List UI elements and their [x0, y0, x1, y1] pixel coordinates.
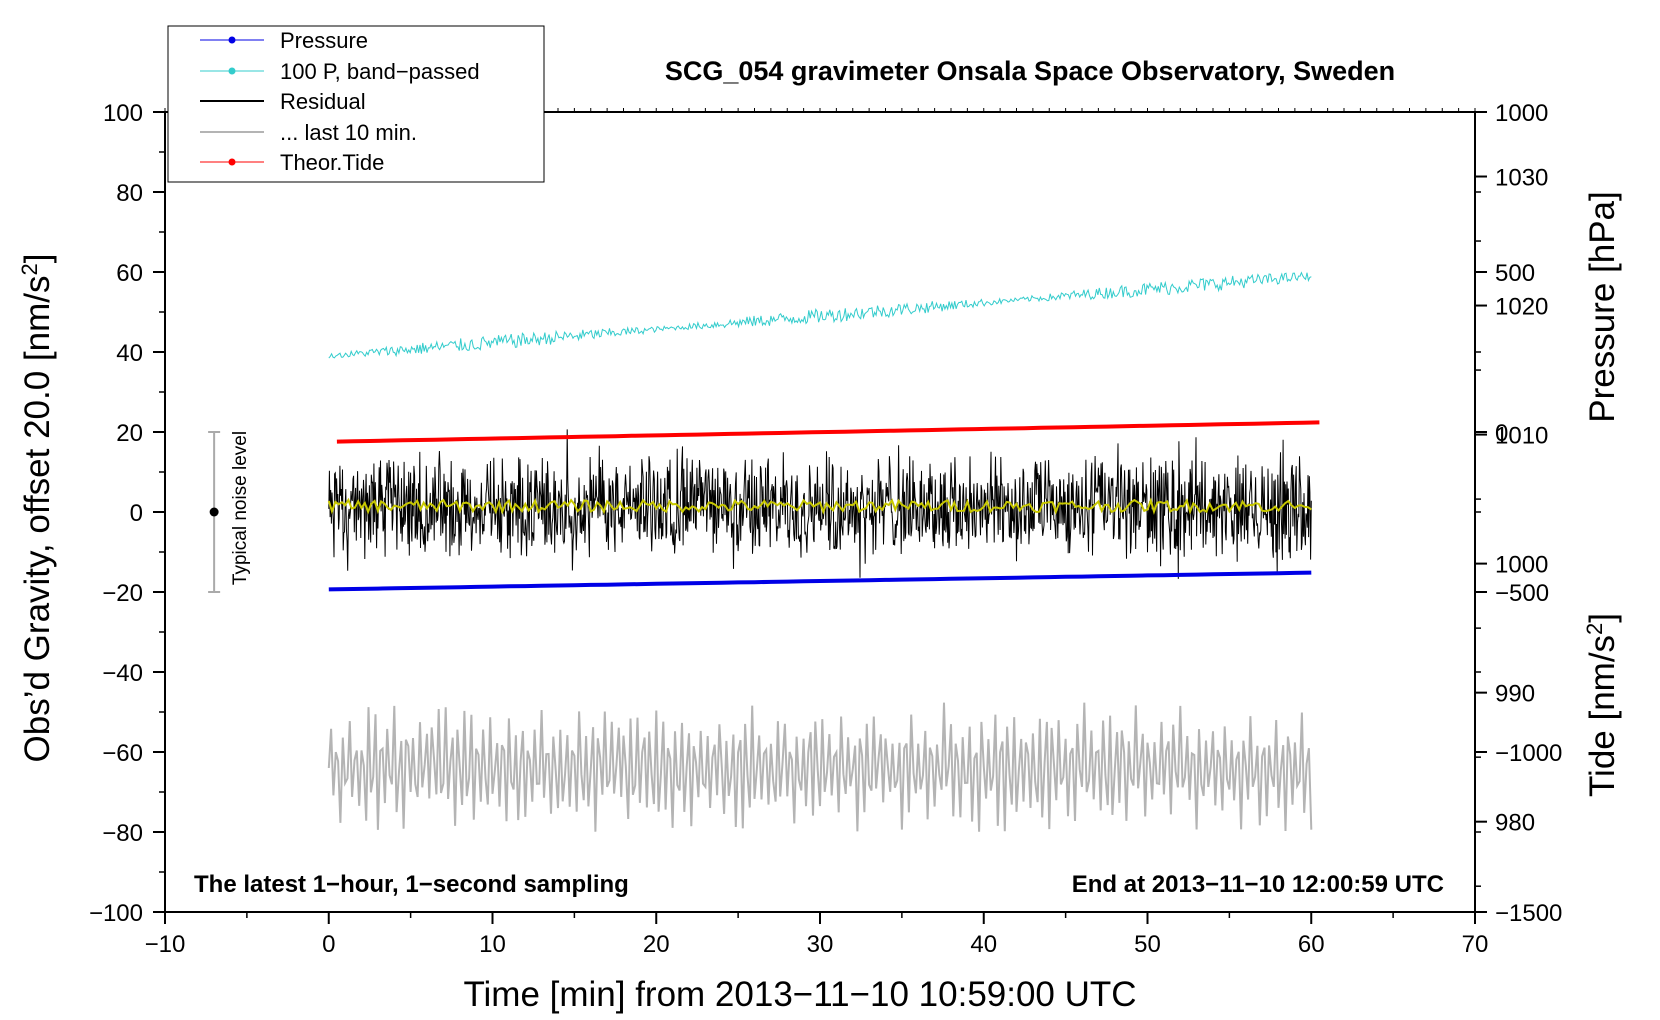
- y-axis-title-tide-text: Tide [nm/s: [1583, 635, 1622, 797]
- x-tick-label: −10: [145, 931, 186, 958]
- annotation-end-time: End at 2013−11−10 12:00:59 UTC: [1072, 871, 1444, 898]
- y-tick-label: 20: [116, 420, 143, 447]
- tide-tick-label: 0: [1495, 420, 1508, 447]
- legend-entry-band-passed: 100 P, band−passed: [200, 59, 480, 84]
- y-tick-label: 100: [103, 100, 143, 127]
- y-axis-title-gravity-sup: 2: [17, 263, 42, 275]
- pressure-tick-label: 980: [1495, 810, 1535, 837]
- y-axis-title-tide: Tide [nm/s2]: [1582, 613, 1623, 797]
- x-axis-title: Time [min] from 2013−11−10 10:59:00 UTC: [463, 975, 1136, 1014]
- legend-box: [167, 25, 545, 183]
- legend-label-pressure: Pressure: [280, 28, 368, 53]
- legend-entry-tide: Theor.Tide: [200, 150, 384, 175]
- pressure-tick-label: 1000: [1495, 552, 1548, 579]
- chart-title: SCG_054 gravimeter Onsala Space Observat…: [665, 56, 1395, 86]
- series-band-passed: [328, 271, 1312, 359]
- y-axis-title-tide-close: ]: [1583, 613, 1622, 623]
- legend-marker-band-passed: [228, 67, 236, 75]
- tide-tick-label: −1000: [1495, 740, 1562, 767]
- legend-entry-last10: ... last 10 min.: [200, 120, 417, 145]
- y-tick-label: −40: [102, 660, 143, 687]
- pressure-tick-label: 990: [1495, 681, 1535, 708]
- y-axis-title-gravity-close: ]: [18, 254, 57, 264]
- y-axis-title-gravity: Obs’d Gravity, offset 20.0 [nm/s2]: [17, 254, 58, 763]
- noise-label: Typical noise level: [230, 431, 251, 585]
- y-tick-label: 0: [130, 500, 143, 527]
- pressure-tick-label: 1020: [1495, 294, 1548, 321]
- y-axis-title-tide-sup: 2: [1582, 623, 1607, 635]
- annotation-sampling: The latest 1−hour, 1−second sampling: [194, 871, 629, 898]
- series-residual: [328, 429, 1312, 579]
- legend-label-last10: ... last 10 min.: [280, 120, 417, 145]
- y-tick-label: 40: [116, 340, 143, 367]
- legend-entry-pressure: Pressure: [200, 28, 368, 53]
- legend-marker-pressure: [228, 36, 236, 44]
- y-tick-label: −20: [102, 580, 143, 607]
- legend-marker-tide: [228, 158, 236, 166]
- y-tick-label: 60: [116, 260, 143, 287]
- legend: Pressure 100 P, band−passed Residual ...…: [167, 25, 545, 183]
- series-last-10-min: [327, 702, 1313, 832]
- tide-tick-label: 1000: [1495, 100, 1548, 127]
- tide-tick-label: 500: [1495, 260, 1535, 287]
- y-axis-title-gravity-text: Obs’d Gravity, offset 20.0 [nm/s: [18, 276, 57, 763]
- pressure-tick-label: 1030: [1495, 165, 1548, 192]
- pressure-tick-label: 1010: [1495, 423, 1548, 450]
- noise-center-dot: [209, 507, 219, 517]
- x-tick-label: 70: [1462, 931, 1489, 958]
- series-residual-smoothed: [327, 497, 1312, 515]
- x-tick-label: 0: [322, 931, 335, 958]
- x-tick-label: 20: [643, 931, 670, 958]
- ticks-layer: −10 0 10 20 30 40 50 60 70−100−80−60−40−20020406…: [89, 100, 1562, 958]
- series-layer: [327, 271, 1320, 832]
- legend-entry-residual: Residual: [200, 89, 366, 114]
- tide-tick-label: −500: [1495, 580, 1549, 607]
- legend-label-band-passed: 100 P, band−passed: [280, 59, 480, 84]
- x-tick-label: 40: [970, 931, 997, 958]
- series-pressure: [328, 570, 1312, 592]
- noise-indicator: Typical noise level: [208, 431, 251, 593]
- y-axis-title-pressure: Pressure [hPa]: [1583, 191, 1622, 423]
- y-tick-label: 80: [116, 180, 143, 207]
- y-tick-label: −80: [102, 820, 143, 847]
- x-tick-label: 50: [1134, 931, 1161, 958]
- legend-label-residual: Residual: [280, 89, 366, 114]
- x-tick-label: 60: [1298, 931, 1325, 958]
- x-tick-label: 30: [807, 931, 834, 958]
- y-tick-label: −100: [89, 900, 143, 927]
- x-tick-label: 10: [479, 931, 506, 958]
- y-tick-label: −60: [102, 740, 143, 767]
- tide-tick-label: −1500: [1495, 900, 1562, 927]
- legend-label-tide: Theor.Tide: [280, 150, 384, 175]
- series-theor-tide: [336, 420, 1320, 444]
